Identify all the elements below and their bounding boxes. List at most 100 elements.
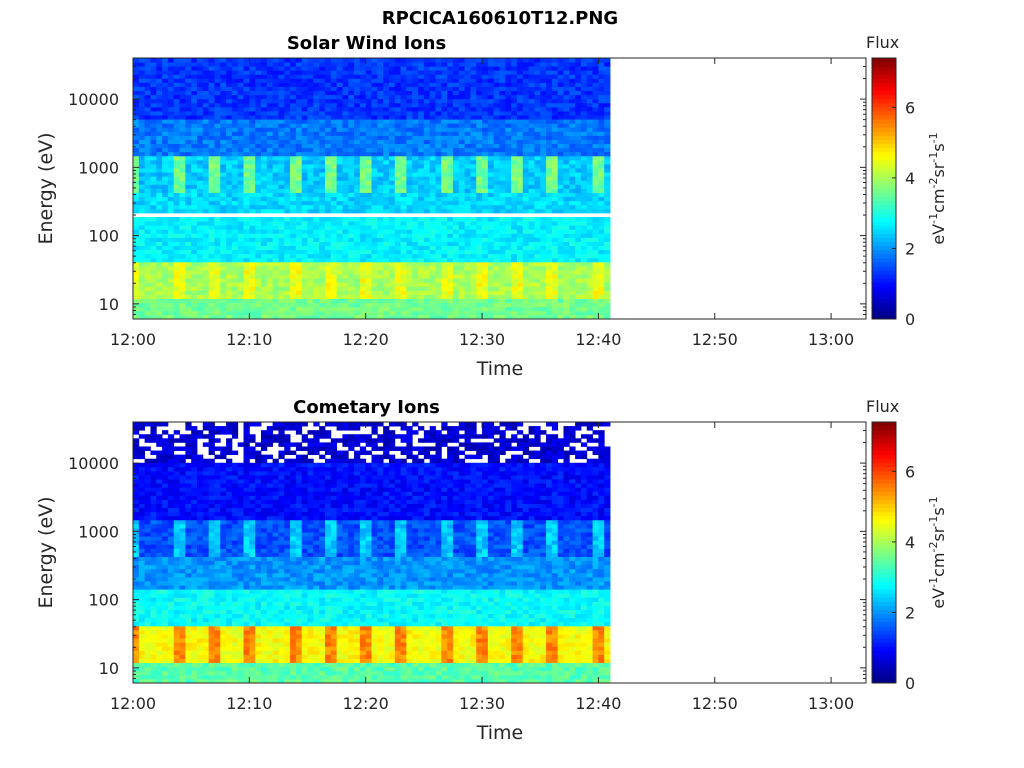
spectrogram-cell xyxy=(394,310,402,316)
spectrogram-cell xyxy=(144,298,151,304)
spectrogram-cell xyxy=(365,82,372,87)
spectrogram-cell xyxy=(441,155,448,161)
spectrogram-cell xyxy=(563,66,570,71)
spectrogram-cell xyxy=(522,155,529,161)
spectrogram-cell xyxy=(214,265,221,271)
spectrogram-cell xyxy=(196,204,204,210)
spectrogram-cell xyxy=(301,282,308,287)
spectrogram-cell xyxy=(493,176,500,181)
spectrogram-cell xyxy=(196,221,204,226)
spectrogram-cell xyxy=(144,204,151,210)
spectrogram-cell xyxy=(511,298,518,304)
spectrogram-cell xyxy=(284,306,291,312)
spectrogram-cell xyxy=(557,233,564,238)
spectrogram-cell xyxy=(307,286,314,291)
spectrogram-cell xyxy=(516,265,524,271)
figure-title: RPCICA160610T12.PNG xyxy=(382,8,618,29)
spectrogram-cell xyxy=(388,233,396,238)
spectrogram-cell xyxy=(476,147,483,153)
spectrogram-cell xyxy=(290,184,297,189)
spectrogram-cell xyxy=(313,94,320,100)
spectrogram-cell xyxy=(150,66,157,71)
spectrogram-cell xyxy=(516,78,524,83)
spectrogram-cell xyxy=(144,192,151,198)
spectrogram-cell xyxy=(447,62,454,67)
spectrogram-cell xyxy=(586,139,593,145)
spectrogram-cell xyxy=(179,58,186,63)
spectrogram-cell xyxy=(272,302,279,308)
spectrogram-cell xyxy=(290,265,297,271)
spectrogram-cell xyxy=(348,310,355,316)
spectrogram-cell xyxy=(249,286,256,291)
spectrogram-cell xyxy=(499,176,506,181)
spectrogram-cell xyxy=(330,298,338,304)
spectrogram-cell xyxy=(185,98,192,104)
spectrogram-cell xyxy=(505,310,512,316)
spectrogram-cell xyxy=(464,294,471,300)
spectrogram-cell xyxy=(330,102,338,108)
spectrogram-cell xyxy=(511,115,518,120)
spectrogram-cell xyxy=(208,139,215,145)
spectrogram-cell xyxy=(551,78,559,83)
spectrogram-cell xyxy=(144,229,151,234)
spectrogram-cell xyxy=(348,102,355,108)
spectrogram-cell xyxy=(301,253,308,259)
spectrogram-cell xyxy=(365,172,372,177)
spectrogram-cell xyxy=(575,102,582,108)
spectrogram-cell xyxy=(551,257,559,263)
spectrogram-cell xyxy=(511,74,518,79)
spectrogram-cell xyxy=(534,233,541,238)
spectrogram-cell xyxy=(173,131,180,136)
spectrogram-cell xyxy=(284,78,291,83)
spectrogram-cell xyxy=(418,306,425,312)
spectrogram-cell xyxy=(330,86,338,92)
spectrogram-cell xyxy=(447,237,454,242)
spectrogram-cell xyxy=(452,180,460,185)
spectrogram-cell xyxy=(295,298,303,304)
spectrogram-cell xyxy=(371,314,378,320)
spectrogram-cell xyxy=(551,111,559,116)
spectrogram-cell xyxy=(540,86,547,92)
spectrogram-cell xyxy=(563,70,570,75)
spectrogram-cell xyxy=(179,102,186,108)
spectrogram-cell xyxy=(266,139,274,145)
spectrogram-cell xyxy=(388,306,396,312)
spectrogram-cell xyxy=(516,282,524,287)
spectrogram-cell xyxy=(226,208,233,214)
spectrogram-cell xyxy=(528,208,535,214)
spectrogram-cell xyxy=(418,192,425,198)
spectrogram-cell xyxy=(487,302,495,308)
spectrogram-cell xyxy=(423,139,431,145)
spectrogram-cell xyxy=(249,139,256,145)
spectrogram-cell xyxy=(336,123,343,128)
spectrogram-cell xyxy=(348,274,355,279)
spectrogram-cell xyxy=(354,90,361,96)
spectrogram-cell xyxy=(452,135,460,140)
spectrogram-cell xyxy=(138,94,146,100)
spectrogram-cell xyxy=(493,168,500,173)
spectrogram-cell xyxy=(196,86,204,92)
spectrogram-cell xyxy=(476,237,483,242)
spectrogram-cell xyxy=(464,196,471,202)
spectrogram-cell xyxy=(278,294,285,300)
spectrogram-cell xyxy=(534,172,541,177)
spectrogram-cell xyxy=(214,135,221,140)
spectrogram-cell xyxy=(138,164,146,169)
spectrogram-cell xyxy=(237,123,244,128)
spectrogram-cell xyxy=(313,155,320,161)
spectrogram-cell xyxy=(569,290,576,295)
spectrogram-cell xyxy=(383,159,390,165)
spectrogram-cell xyxy=(231,233,239,238)
spectrogram-cell xyxy=(511,164,518,169)
spectrogram-cell xyxy=(580,82,588,87)
spectrogram-cell xyxy=(150,98,157,104)
spectrogram-cell xyxy=(167,270,175,275)
spectrogram-cell xyxy=(301,249,308,255)
spectrogram-cell xyxy=(394,225,402,230)
spectrogram-cell xyxy=(505,314,512,320)
spectrogram-cell xyxy=(371,208,378,214)
spectrogram-cell xyxy=(173,221,180,226)
spectrogram-cell xyxy=(470,159,477,165)
spectrogram-cell xyxy=(144,233,151,238)
spectrogram-cell xyxy=(150,78,157,83)
